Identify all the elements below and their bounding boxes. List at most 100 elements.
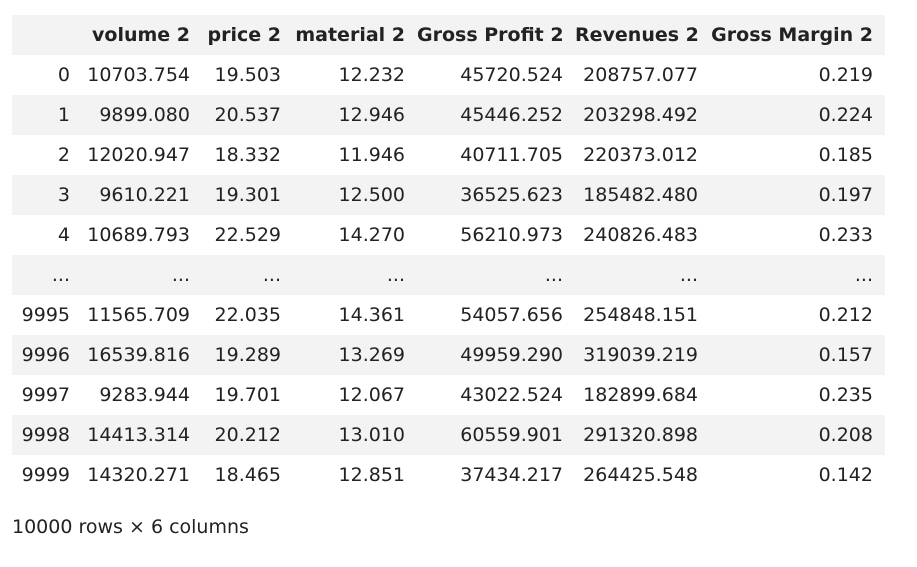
cell-volume: 9899.080 bbox=[99, 104, 190, 126]
cell-gross-profit: 56210.973 bbox=[460, 224, 563, 246]
cell-price: 22.529 bbox=[214, 224, 281, 246]
cell-material: ... bbox=[386, 264, 405, 286]
cell-volume: 9283.944 bbox=[99, 384, 190, 406]
cell-price: 18.465 bbox=[214, 464, 281, 486]
cell-gross-profit: 60559.901 bbox=[460, 424, 563, 446]
cell-revenues: 254848.151 bbox=[583, 304, 698, 326]
table-row: 9997 9283.944 19.701 12.067 43022.524 18… bbox=[12, 375, 885, 415]
cell-material: 14.361 bbox=[338, 304, 405, 326]
cell-revenues: 291320.898 bbox=[583, 424, 698, 446]
dataframe-shape-caption: 10000 rows × 6 columns bbox=[12, 516, 249, 538]
table-row: 9999 14320.271 18.465 12.851 37434.217 2… bbox=[12, 455, 885, 495]
cell-volume: 14320.271 bbox=[87, 464, 190, 486]
cell-price: 20.537 bbox=[214, 104, 281, 126]
row-index: 2 bbox=[57, 144, 70, 166]
cell-revenues: 182899.684 bbox=[583, 384, 698, 406]
table-row: 9995 11565.709 22.035 14.361 54057.656 2… bbox=[12, 295, 885, 335]
cell-volume: 10703.754 bbox=[87, 64, 190, 86]
row-index: 4 bbox=[57, 224, 70, 246]
table-row: 0 10703.754 19.503 12.232 45720.524 2087… bbox=[12, 55, 885, 95]
table-row: 2 12020.947 18.332 11.946 40711.705 2203… bbox=[12, 135, 885, 175]
cell-gross-margin: 0.233 bbox=[818, 224, 873, 246]
dataframe-table: volume 2 price 2 material 2 Gross Profit… bbox=[12, 15, 885, 495]
cell-revenues: 220373.012 bbox=[583, 144, 698, 166]
cell-price: 19.301 bbox=[214, 184, 281, 206]
column-header-material: material 2 bbox=[295, 24, 405, 46]
cell-gross-profit: 43022.524 bbox=[460, 384, 563, 406]
cell-gross-margin: 0.157 bbox=[818, 344, 873, 366]
row-index: 9996 bbox=[21, 344, 70, 366]
column-header-gross-margin: Gross Margin 2 bbox=[711, 24, 873, 46]
cell-gross-margin: 0.185 bbox=[818, 144, 873, 166]
cell-volume: 11565.709 bbox=[87, 304, 190, 326]
cell-gross-profit: ... bbox=[544, 264, 563, 286]
ellipsis-row: ... ... ... ... ... ... ... bbox=[12, 255, 885, 295]
cell-gross-profit: 36525.623 bbox=[460, 184, 563, 206]
cell-price: 19.701 bbox=[214, 384, 281, 406]
cell-gross-profit: 45720.524 bbox=[460, 64, 563, 86]
cell-gross-profit: 54057.656 bbox=[460, 304, 563, 326]
cell-material: 12.500 bbox=[338, 184, 405, 206]
cell-gross-margin: 0.235 bbox=[818, 384, 873, 406]
column-header-volume: volume 2 bbox=[92, 24, 190, 46]
cell-gross-margin: 0.142 bbox=[818, 464, 873, 486]
cell-price: 22.035 bbox=[214, 304, 281, 326]
row-index: 9998 bbox=[21, 424, 70, 446]
cell-material: 13.269 bbox=[338, 344, 405, 366]
cell-gross-margin: 0.212 bbox=[818, 304, 873, 326]
cell-gross-profit: 40711.705 bbox=[460, 144, 563, 166]
cell-gross-margin: ... bbox=[854, 264, 873, 286]
table-row: 4 10689.793 22.529 14.270 56210.973 2408… bbox=[12, 215, 885, 255]
table-row: 3 9610.221 19.301 12.500 36525.623 18548… bbox=[12, 175, 885, 215]
table-header: volume 2 price 2 material 2 Gross Profit… bbox=[12, 15, 885, 55]
cell-volume: 14413.314 bbox=[87, 424, 190, 446]
cell-gross-margin: 0.224 bbox=[818, 104, 873, 126]
index-header bbox=[12, 15, 82, 55]
row-index: 0 bbox=[57, 64, 70, 86]
column-header-price: price 2 bbox=[207, 24, 281, 46]
dataframe-output: volume 2 price 2 material 2 Gross Profit… bbox=[12, 15, 885, 495]
cell-revenues: 240826.483 bbox=[583, 224, 698, 246]
cell-price: ... bbox=[262, 264, 281, 286]
cell-gross-profit: 49959.290 bbox=[460, 344, 563, 366]
cell-material: 11.946 bbox=[338, 144, 405, 166]
cell-material: 12.067 bbox=[338, 384, 405, 406]
table-row: 1 9899.080 20.537 12.946 45446.252 20329… bbox=[12, 95, 885, 135]
cell-material: 14.270 bbox=[338, 224, 405, 246]
cell-material: 12.946 bbox=[338, 104, 405, 126]
row-index: ... bbox=[51, 264, 70, 286]
cell-material: 13.010 bbox=[338, 424, 405, 446]
cell-price: 18.332 bbox=[214, 144, 281, 166]
cell-material: 12.232 bbox=[338, 64, 405, 86]
cell-revenues: ... bbox=[679, 264, 698, 286]
cell-volume: 12020.947 bbox=[87, 144, 190, 166]
column-header-gross-profit: Gross Profit 2 bbox=[417, 24, 564, 46]
header-row: volume 2 price 2 material 2 Gross Profit… bbox=[12, 15, 885, 55]
table-row: 9996 16539.816 19.289 13.269 49959.290 3… bbox=[12, 335, 885, 375]
row-index: 3 bbox=[57, 184, 70, 206]
cell-revenues: 319039.219 bbox=[583, 344, 698, 366]
cell-revenues: 203298.492 bbox=[583, 104, 698, 126]
cell-gross-margin: 0.208 bbox=[818, 424, 873, 446]
cell-price: 19.503 bbox=[214, 64, 281, 86]
cell-price: 19.289 bbox=[214, 344, 281, 366]
column-header-revenues: Revenues 2 bbox=[575, 24, 699, 46]
row-index: 9997 bbox=[21, 384, 70, 406]
row-index: 9995 bbox=[21, 304, 70, 326]
cell-volume: 9610.221 bbox=[99, 184, 190, 206]
cell-revenues: 264425.548 bbox=[583, 464, 698, 486]
cell-volume: 10689.793 bbox=[87, 224, 190, 246]
cell-material: 12.851 bbox=[338, 464, 405, 486]
cell-volume: ... bbox=[171, 264, 190, 286]
cell-gross-margin: 0.197 bbox=[818, 184, 873, 206]
cell-volume: 16539.816 bbox=[87, 344, 190, 366]
cell-gross-margin: 0.219 bbox=[818, 64, 873, 86]
cell-price: 20.212 bbox=[214, 424, 281, 446]
table-row: 9998 14413.314 20.212 13.010 60559.901 2… bbox=[12, 415, 885, 455]
cell-revenues: 185482.480 bbox=[583, 184, 698, 206]
cell-gross-profit: 45446.252 bbox=[460, 104, 563, 126]
cell-gross-profit: 37434.217 bbox=[460, 464, 563, 486]
row-index: 1 bbox=[57, 104, 70, 126]
row-index: 9999 bbox=[21, 464, 70, 486]
table-body: 0 10703.754 19.503 12.232 45720.524 2087… bbox=[12, 55, 885, 495]
